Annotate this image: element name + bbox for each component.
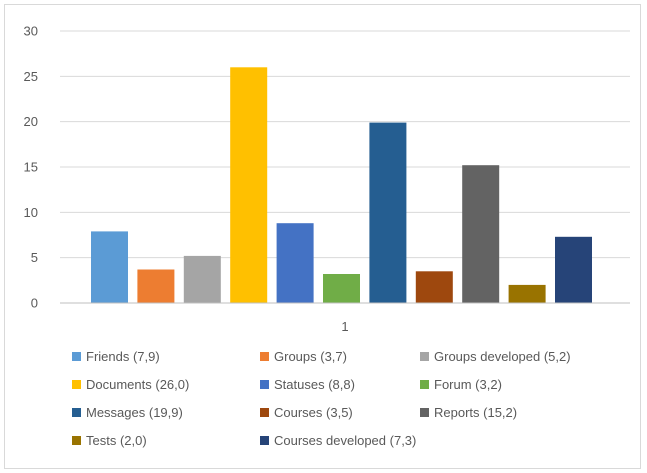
legend-label: Messages (19,9) [86,404,183,420]
legend: Friends (7,9) Groups (3,7) Groups develope… [72,346,632,450]
bar-reports [462,165,500,303]
legend-item: Messages (19,9) [72,402,260,422]
bar-groups [137,269,175,303]
legend-label: Forum (3,2) [434,376,502,392]
x-tick-label: 1 [341,319,348,334]
legend-swatch [420,351,429,361]
legend-item: Tests (2,0) [72,430,260,450]
legend-swatch [72,351,81,361]
x-axis-tick-labels: 1 [341,319,348,334]
y-axis-tick-labels: 0 5 10 15 20 25 30 [24,24,38,311]
legend-item: Statuses (8,8) [260,374,420,394]
legend-swatch [72,407,81,417]
bar-courses-developed [555,236,592,303]
bar-documents [230,67,268,303]
y-tick-label: 5 [31,250,38,265]
legend-swatch [420,379,429,389]
legend-label: Courses developed (7,3) [274,432,417,448]
legend-label: Friends (7,9) [86,348,160,364]
legend-swatch [260,379,269,389]
bar-groups-developed [183,255,221,303]
legend-item: Courses developed (7,3) [260,430,420,450]
legend-item: Friends (7,9) [72,346,260,366]
legend-label: Documents (26,0) [86,376,190,392]
legend-swatch [260,351,269,361]
y-tick-label: 20 [24,114,38,129]
bar-forum [323,274,360,303]
legend-label: Statuses (8,8) [274,376,355,392]
bar-statuses [276,223,314,303]
legend-item: Reports (15,2) [420,402,620,422]
legend-item: Forum (3,2) [420,374,620,394]
legend-swatch [72,435,81,445]
bar-courses [415,271,453,303]
legend-label: Groups developed (5,2) [434,348,571,364]
y-tick-label: 0 [31,296,38,311]
y-tick-label: 25 [24,69,38,84]
legend-swatch [260,407,269,417]
bar-friends [91,231,128,303]
bars [91,67,592,303]
legend-label: Groups (3,7) [274,348,347,364]
bar-messages [369,122,407,303]
y-tick-label: 15 [24,160,38,175]
legend-swatch [260,435,269,445]
legend-label: Reports (15,2) [434,404,518,420]
legend-item: Courses (3,5) [260,402,420,422]
y-tick-label: 10 [24,205,38,220]
legend-swatch [72,379,81,389]
y-tick-label: 30 [24,24,38,39]
legend-label: Courses (3,5) [274,404,353,420]
bar-tests [508,284,546,303]
gridlines [60,30,630,259]
legend-label: Tests (2,0) [86,432,147,448]
legend-item: Groups developed (5,2) [420,346,620,366]
legend-item: Groups (3,7) [260,346,420,366]
legend-swatch [420,407,429,417]
legend-item: Documents (26,0) [72,374,260,394]
